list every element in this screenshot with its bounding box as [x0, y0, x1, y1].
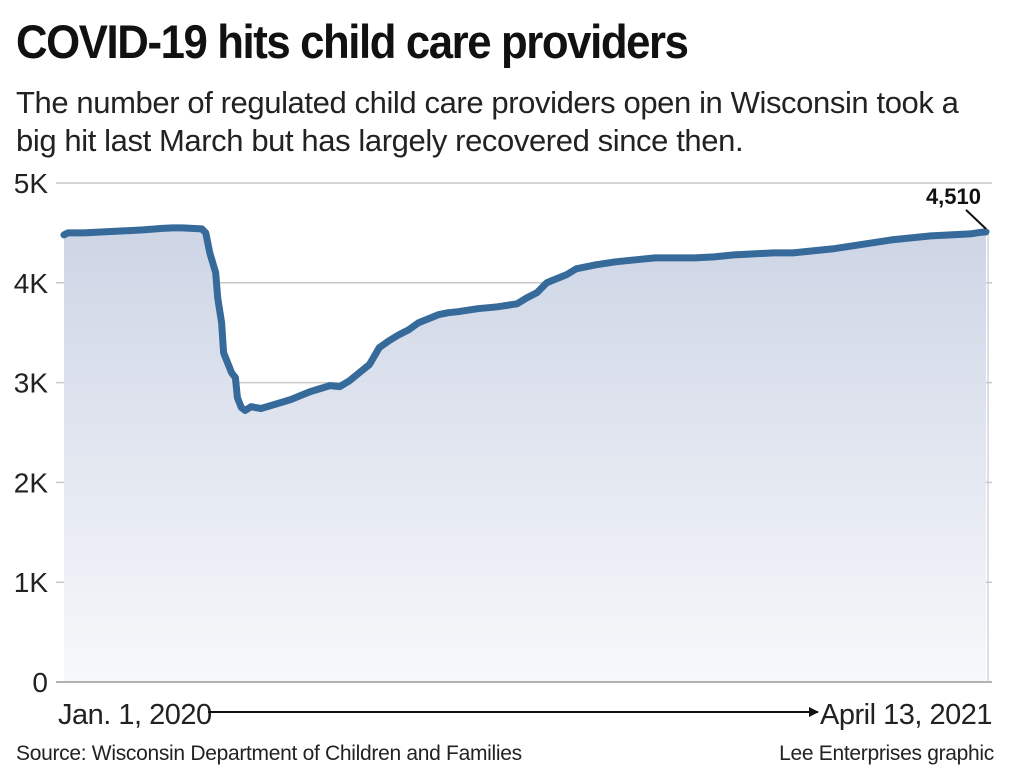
x-end-label: April 13, 2021 — [820, 699, 992, 731]
series-line — [60, 224, 990, 414]
y-tick-label: 4K — [14, 268, 49, 299]
y-tick-label: 3K — [14, 368, 49, 399]
end-value-label: 4,510 — [926, 184, 981, 209]
end-annotation-leader — [965, 209, 987, 230]
area-fill — [64, 227, 986, 682]
chart-title: COVID-19 hits child care providers — [16, 15, 689, 68]
credit-note: Lee Enterprises graphic — [779, 742, 994, 765]
line-chart: 0 1K 2K 3K 4K 5K Jan. 1, 2020 April 13, 2021 4,5… — [14, 168, 993, 731]
y-tick-label: 2K — [14, 467, 49, 498]
y-tick-label: 0 — [32, 667, 48, 698]
y-tick-label: 1K — [14, 567, 49, 598]
source-note: Source: Wisconsin Department of Children… — [16, 742, 522, 765]
y-tick-label: 5K — [14, 168, 49, 199]
chart-subtitle: The number of regulated child care provi… — [16, 85, 959, 158]
x-start-label: Jan. 1, 2020 — [58, 699, 212, 731]
